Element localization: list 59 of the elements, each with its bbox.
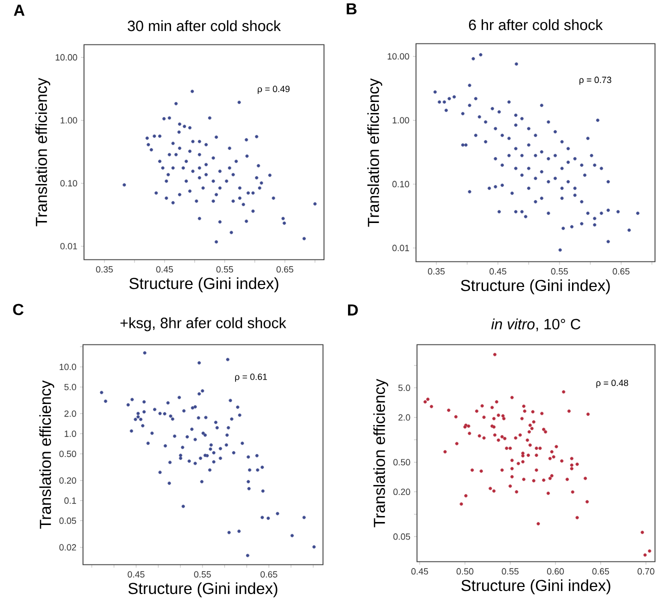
x-axis-title: Structure (Gini index) [128, 582, 278, 598]
y-tick-label: 0.20 [59, 477, 76, 484]
y-tick-label: 1.00 [392, 117, 410, 124]
text: D [348, 304, 358, 316]
x-axis-title: Structure (Gini index) [129, 278, 278, 292]
x-tick-label: 0.50 [456, 568, 474, 575]
y-tick-label: 10.0 [60, 364, 76, 370]
annotation: ρ = 0.73 [579, 76, 612, 85]
x-axis-title: Structure (Gini index) [460, 280, 610, 294]
x-tick-label: 0.45 [490, 268, 506, 275]
y-tick-label: 5.0 [398, 384, 410, 392]
y-tick-label: 0.01 [392, 244, 410, 252]
y-tick-label: 0.50 [393, 459, 410, 466]
x-tick-label: 0.55 [551, 268, 568, 275]
y-tick-label: 1.00 [60, 117, 78, 124]
annotation: ρ = 0.61 [235, 374, 267, 382]
text: A [14, 4, 25, 16]
x-axis-title: Structure (Gini index) [461, 580, 610, 594]
x-tick-label: 0.45 [128, 571, 144, 578]
y-axis-title: Translation efficiency [373, 378, 388, 528]
y-tick-label: 1.0 [64, 430, 76, 438]
y-tick-label: 0.10 [60, 180, 78, 187]
x-tick-label: 0.65 [276, 266, 294, 273]
x-tick-label: 0.55 [194, 571, 211, 578]
x-tick-label: 0.65 [592, 568, 610, 575]
x-tick-label: 0.60 [547, 568, 564, 575]
x-tick-label: 0.45 [411, 568, 428, 575]
y-axis-title: Translation efficiency [35, 78, 50, 226]
text: C [13, 304, 24, 316]
y-tick-label: 0.1 [64, 498, 76, 504]
x-tick-label: 0.70 [638, 568, 654, 575]
y-tick-label: 0.50 [59, 450, 76, 458]
y-axis-title: Translation efficiency [39, 380, 54, 529]
chart-title: 30 min after cold shock [128, 20, 281, 32]
x-tick-label: 0.65 [260, 571, 278, 578]
y-tick-label: 0.05 [393, 534, 410, 540]
x-tick-label: 0.35 [96, 266, 113, 273]
y-axis-title: Translation efficiency [367, 78, 382, 227]
y-tick-label: 0.10 [392, 181, 410, 188]
y-tick-label: 0.20 [393, 488, 410, 496]
text: B [346, 3, 356, 14]
y-tick-label: 0.01 [60, 243, 78, 250]
x-tick-label: 0.45 [156, 266, 173, 273]
y-tick-label: 2.0 [64, 410, 76, 417]
y-tick-label: 10.00 [56, 54, 78, 61]
x-tick-label: 0.65 [612, 268, 630, 275]
x-tick-label: 0.55 [216, 266, 234, 273]
annotation: ρ = 0.48 [596, 380, 628, 388]
chart-title: in vitro, 10° C [491, 318, 580, 332]
y-tick-label: 10.00 [388, 53, 410, 60]
y-tick-label: 5.0 [64, 384, 76, 390]
y-tick-label: 0.05 [59, 518, 76, 524]
y-tick-label: 0.02 [59, 544, 76, 551]
chart-title: +ksg, 8hr afer cold shock [120, 317, 286, 332]
chart-title: 6 hr after cold shock [468, 19, 603, 30]
x-tick-label: 0.35 [428, 268, 445, 275]
annotation: ρ = 0.49 [258, 86, 290, 94]
x-tick-label: 0.55 [502, 568, 519, 575]
y-tick-label: 2.0 [398, 414, 410, 421]
